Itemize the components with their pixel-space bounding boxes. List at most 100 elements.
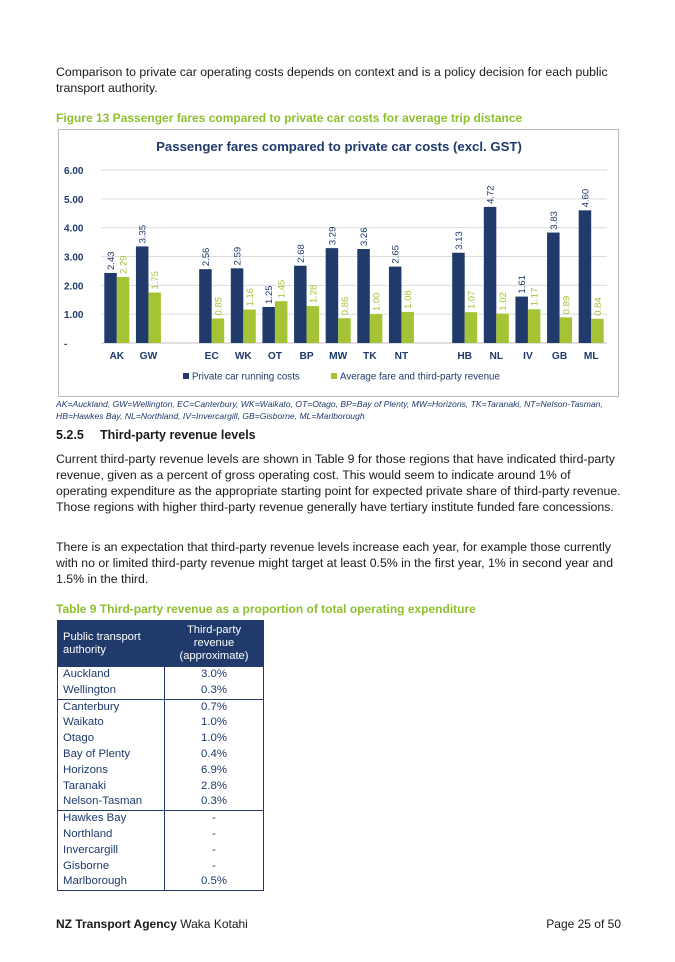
table-row: Gisborne - bbox=[57, 858, 264, 875]
fare-bar bbox=[274, 301, 288, 343]
y-tick-label: 6.00 bbox=[64, 166, 84, 177]
car-cost-bar bbox=[357, 249, 370, 343]
chart-title: Passenger fares compared to private car … bbox=[156, 139, 522, 154]
x-tick-label: OT bbox=[268, 351, 283, 362]
legend-swatch-car-costs bbox=[183, 373, 189, 379]
car-cost-value-label: 3.83 bbox=[549, 211, 560, 230]
revenue-cell: - bbox=[164, 810, 264, 827]
fare-bar bbox=[148, 292, 161, 343]
car-cost-value-label: 2.65 bbox=[391, 245, 402, 264]
fare-bar bbox=[496, 313, 509, 343]
fare-value-label: 1.17 bbox=[530, 288, 541, 307]
authority-cell: Otago bbox=[57, 731, 165, 747]
fare-bar bbox=[116, 276, 130, 343]
table-row: Invercargill - bbox=[57, 842, 264, 859]
car-cost-value-label: 2.56 bbox=[201, 248, 212, 266]
car-cost-bar bbox=[483, 206, 497, 343]
car-cost-value-label: 3.26 bbox=[359, 228, 370, 247]
car-cost-bar bbox=[294, 265, 307, 343]
x-tick-label: ML bbox=[584, 351, 599, 362]
car-cost-bar bbox=[388, 266, 402, 343]
car-cost-value-label: 2.59 bbox=[233, 247, 244, 265]
fare-bar bbox=[401, 311, 414, 343]
fare-bar bbox=[338, 318, 351, 343]
car-cost-bar bbox=[325, 248, 339, 343]
car-cost-value-label: 1.25 bbox=[264, 285, 275, 304]
car-cost-value-label: 3.35 bbox=[138, 225, 149, 244]
authority-cell: Auckland bbox=[57, 666, 165, 683]
authority-cell: Waikato bbox=[57, 715, 165, 732]
authority-cell: Nelson-Tasman bbox=[57, 794, 165, 811]
car-cost-value-label: 3.29 bbox=[327, 227, 338, 246]
y-tick-label: 1.00 bbox=[64, 310, 84, 321]
table-row: Wellington 0.3% bbox=[57, 682, 264, 700]
car-cost-bar bbox=[230, 268, 244, 343]
revenue-cell: 2.8% bbox=[164, 778, 264, 795]
fare-bar bbox=[211, 318, 225, 343]
legend-label-car-costs: Private car running costs bbox=[192, 372, 300, 383]
fare-value-label: 1.16 bbox=[245, 288, 256, 307]
fare-value-label: 1.08 bbox=[403, 290, 414, 309]
x-tick-label: WK bbox=[235, 351, 253, 362]
legend-swatch-fares bbox=[331, 373, 337, 379]
x-tick-label: NL bbox=[490, 351, 504, 362]
car-cost-bar bbox=[199, 269, 212, 343]
y-tick-label: 5.00 bbox=[64, 195, 84, 206]
revenue-cell: - bbox=[164, 826, 264, 843]
fare-bar bbox=[591, 318, 604, 343]
authority-cell: Hawkes Bay bbox=[57, 810, 165, 827]
x-tick-label: TK bbox=[363, 351, 377, 362]
car-cost-bar bbox=[262, 306, 275, 343]
fare-value-label: 0.84 bbox=[593, 297, 604, 316]
fare-value-label: 1.07 bbox=[466, 291, 477, 310]
fare-value-label: 1.28 bbox=[308, 285, 319, 304]
revenue-cell: 0.3% bbox=[164, 794, 264, 811]
table-row: Waikato 1.0% bbox=[57, 715, 264, 732]
section-heading: 5.2.5 Third-party revenue levels bbox=[56, 428, 256, 442]
body-paragraph-1: Current third-party revenue levels are s… bbox=[56, 452, 621, 514]
car-cost-value-label: 3.13 bbox=[454, 231, 465, 250]
authority-cell: Horizons bbox=[57, 762, 165, 779]
table-row: Horizons 6.9% bbox=[57, 762, 264, 779]
fare-value-label: 0.86 bbox=[340, 297, 351, 316]
revenue-cell: 1.0% bbox=[164, 731, 264, 747]
car-cost-bar bbox=[578, 210, 592, 343]
legend-label-fares: Average fare and third-party revenue bbox=[340, 372, 500, 383]
body-paragraph-2: There is an expectation that third-party… bbox=[56, 540, 614, 586]
figure-caption: Figure 13 Passenger fares compared to pr… bbox=[56, 111, 523, 125]
table-row: Nelson-Tasman 0.3% bbox=[57, 794, 264, 811]
footer-org-bold: NZ Transport Agency bbox=[56, 917, 177, 931]
authority-cell: Taranaki bbox=[57, 778, 165, 795]
fare-bar bbox=[306, 306, 320, 343]
authority-cell: Wellington bbox=[57, 682, 165, 700]
y-tick-label: 3.00 bbox=[64, 253, 84, 264]
table-row: Northland - bbox=[57, 826, 264, 843]
revenue-cell: 0.3% bbox=[164, 682, 264, 700]
authority-cell: Northland bbox=[57, 826, 165, 843]
revenue-cell: - bbox=[164, 842, 264, 859]
y-tick-label: 2.00 bbox=[64, 281, 84, 292]
footer-org-rest: Waka Kotahi bbox=[176, 917, 248, 931]
fare-bar bbox=[527, 309, 541, 343]
fare-value-label: 1.00 bbox=[372, 293, 383, 312]
intro-paragraph: Comparison to private car operating cost… bbox=[56, 65, 608, 95]
car-cost-value-label: 1.61 bbox=[517, 275, 528, 294]
fare-bar bbox=[243, 309, 256, 343]
car-cost-value-label: 2.68 bbox=[296, 244, 307, 263]
fare-value-label: 1.45 bbox=[277, 280, 288, 299]
car-cost-value-label: 2.43 bbox=[106, 251, 117, 270]
authority-cell: Canterbury bbox=[57, 699, 165, 716]
page-number: Page 25 of 50 bbox=[546, 917, 621, 931]
revenue-cell: 3.0% bbox=[164, 666, 264, 683]
x-tick-label: GW bbox=[140, 351, 158, 362]
authority-cell: Gisborne bbox=[57, 858, 165, 875]
fare-value-label: 1.75 bbox=[150, 271, 161, 290]
revenue-cell: 1.0% bbox=[164, 715, 264, 732]
fare-value-label: 0.85 bbox=[213, 297, 224, 316]
fare-value-label: 1.02 bbox=[498, 292, 509, 311]
section-number: 5.2.5 bbox=[56, 428, 84, 442]
fare-bar bbox=[464, 312, 478, 343]
fares-vs-car-costs-chart: Passenger fares compared to private car … bbox=[64, 139, 607, 383]
x-tick-label: NT bbox=[395, 351, 409, 362]
table-group: Hawkes Bay - Northland - Invercargill - Gisbor… bbox=[57, 810, 264, 891]
